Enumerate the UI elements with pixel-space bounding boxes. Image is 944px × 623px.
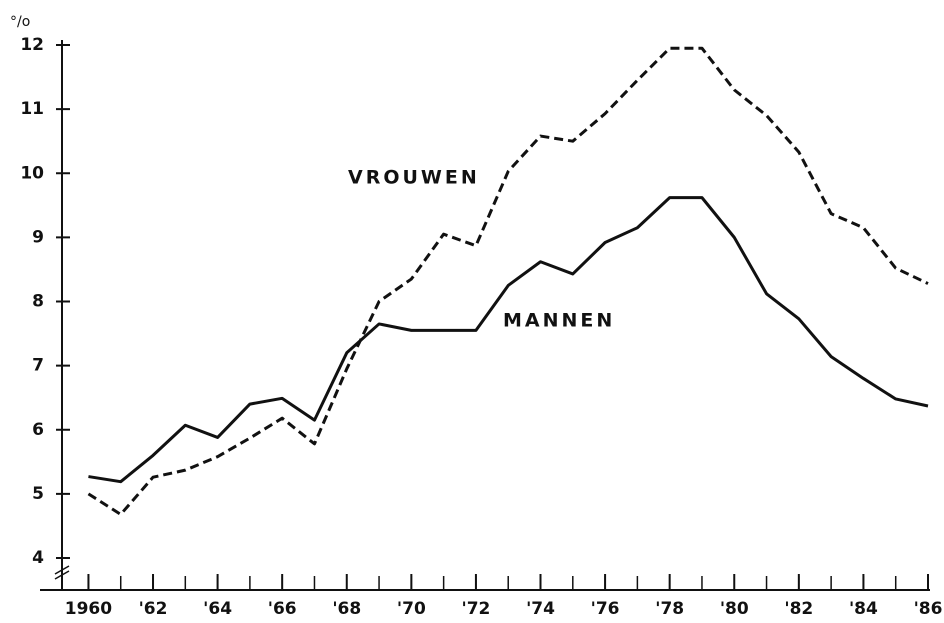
y-tick-label: 4 — [32, 548, 44, 568]
x-tick-label: 1960 — [65, 599, 112, 619]
x-tick-label: '78 — [655, 599, 684, 619]
y-tick-label: 12 — [20, 35, 44, 55]
y-tick-label: 8 — [32, 292, 44, 312]
x-tick-label: '82 — [784, 599, 813, 619]
x-tick-label: '68 — [332, 599, 361, 619]
x-tick-label: '76 — [591, 599, 620, 619]
x-tick-label: '64 — [203, 599, 232, 619]
x-tick-label: '80 — [720, 599, 749, 619]
annotation: MANNEN — [503, 310, 615, 332]
y-unit-label: °/o — [10, 14, 30, 30]
x-tick-label: '74 — [526, 599, 555, 619]
y-tick-label: 7 — [32, 356, 44, 376]
x-tick-label: '66 — [268, 599, 297, 619]
y-tick-label: 9 — [32, 227, 44, 247]
y-tick-label: 11 — [20, 99, 44, 119]
series-line — [88, 196, 929, 484]
x-tick-label: '62 — [139, 599, 168, 619]
axis-break — [54, 565, 70, 575]
annotation: VROUWEN — [348, 167, 480, 189]
x-tick-label: '86 — [914, 599, 943, 619]
series-line — [87, 46, 929, 516]
x-tick-label: '72 — [461, 599, 490, 619]
y-tick-label: 5 — [32, 484, 44, 504]
x-tick-label: '84 — [849, 599, 878, 619]
axis-break — [54, 570, 70, 580]
x-tick-label: '70 — [397, 599, 426, 619]
y-tick-label: 10 — [20, 163, 44, 183]
y-tick-label: 6 — [32, 420, 44, 440]
